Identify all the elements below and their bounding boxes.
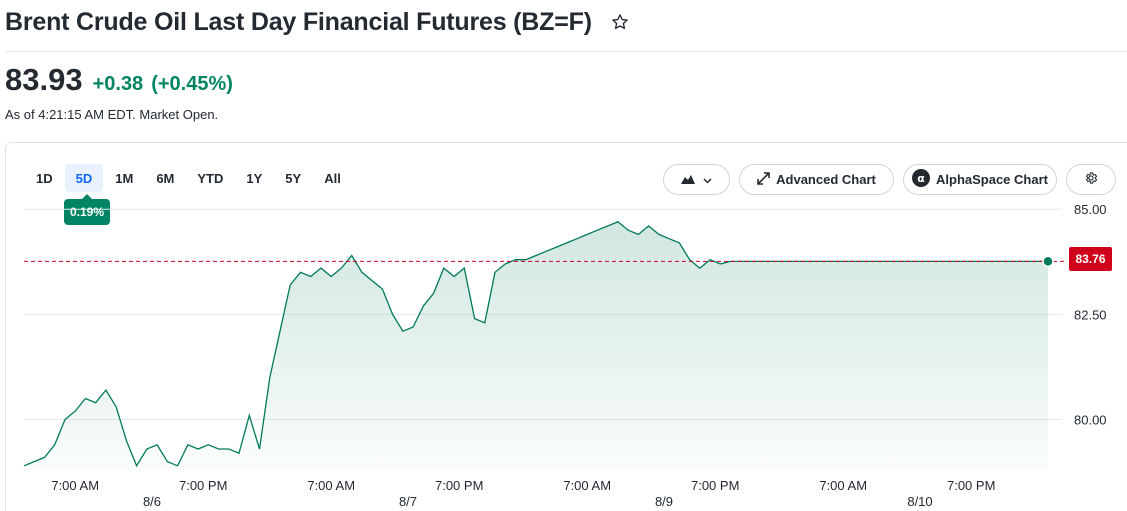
y-tick-label: 82.50	[1074, 307, 1107, 322]
quote-row: 83.93 +0.38 (+0.45%)	[5, 62, 233, 98]
svg-text:α: α	[917, 172, 925, 185]
x-tick-label: 7:00 PM	[691, 478, 739, 493]
chart-area-fill	[24, 221, 1048, 470]
range-tab-ytd[interactable]: YTD	[197, 170, 224, 186]
range-tab-5d[interactable]: 5D	[64, 164, 104, 192]
date-tick-label: 8/7	[399, 494, 417, 509]
date-tick-label: 8/6	[143, 494, 161, 509]
chart-type-button[interactable]	[663, 164, 730, 195]
page-title: Brent Crude Oil Last Day Financial Futur…	[5, 7, 592, 36]
x-tick-label: 7:00 AM	[819, 478, 867, 493]
x-tick-label: 7:00 AM	[563, 478, 611, 493]
settings-button[interactable]	[1066, 164, 1116, 195]
price-change: +0.38	[92, 73, 144, 95]
gear-icon	[1084, 171, 1098, 188]
alphaspace-chart-label: AlphaSpace Chart	[936, 172, 1048, 187]
range-tab-all[interactable]: All	[324, 170, 341, 186]
y-tick-label: 85.00	[1074, 202, 1107, 217]
range-change-badge: 0.19%	[64, 194, 111, 225]
current-price-tag: 83.76	[1069, 247, 1112, 271]
current-price: 83.93	[5, 62, 83, 97]
last-price-dot	[1042, 255, 1054, 268]
y-tick-label: 80.00	[1074, 413, 1107, 428]
alphaspace-chart-button[interactable]: α AlphaSpace Chart	[903, 164, 1057, 195]
range-tab-1y[interactable]: 1Y	[246, 170, 263, 186]
date-tick-label: 8/10	[907, 494, 932, 509]
x-tick-label: 7:00 AM	[51, 478, 99, 493]
x-tick-label: 7:00 PM	[179, 478, 227, 493]
as-of-timestamp: As of 4:21:15 AM EDT. Market Open.	[5, 107, 219, 122]
advanced-chart-button[interactable]: Advanced Chart	[739, 164, 894, 195]
range-tab-5y[interactable]: 5Y	[285, 170, 302, 186]
x-tick-label: 7:00 PM	[947, 478, 995, 493]
chevron-down-icon	[703, 172, 712, 187]
chart-price-line	[23, 221, 1048, 468]
alpha-icon: α	[912, 169, 930, 190]
expand-arrows-icon	[757, 171, 770, 188]
range-tabs: 1D 5D 1M 6M YTD 1Y 5Y All	[25, 164, 353, 192]
range-tab-1m[interactable]: 1M	[115, 170, 134, 186]
date-tick-label: 8/9	[655, 494, 673, 509]
star-icon[interactable]	[610, 12, 630, 32]
x-tick-label: 7:00 AM	[307, 478, 355, 493]
title-row: Brent Crude Oil Last Day Financial Futur…	[5, 4, 630, 40]
mountain-chart-icon	[681, 172, 695, 187]
chart-card	[5, 142, 1127, 511]
range-tab-1d[interactable]: 1D	[36, 170, 53, 186]
x-tick-label: 7:00 PM	[435, 478, 483, 493]
advanced-chart-label: Advanced Chart	[776, 172, 876, 187]
title-divider	[5, 51, 1127, 52]
range-tab-6m[interactable]: 6M	[156, 170, 175, 186]
price-change-percent: (+0.45%)	[151, 73, 233, 95]
